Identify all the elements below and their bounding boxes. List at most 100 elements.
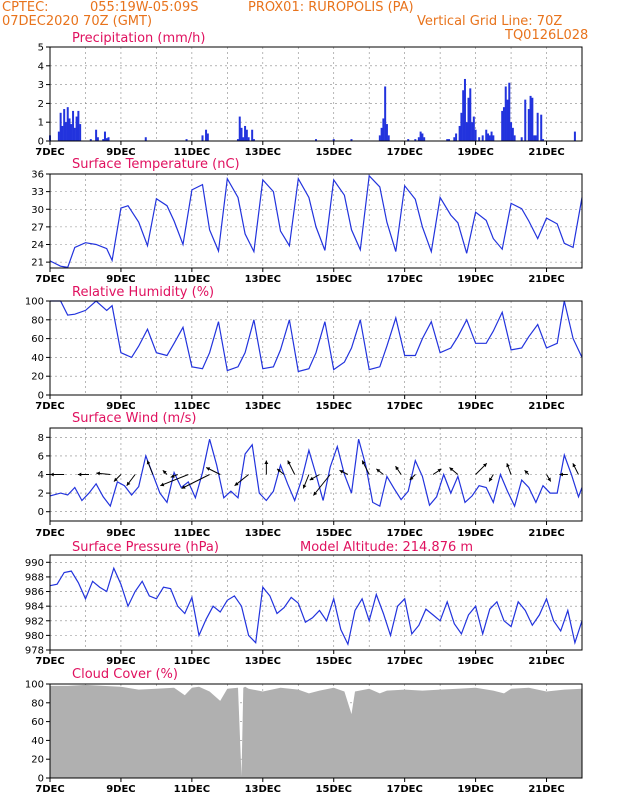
temp-title: Surface Temperature (nC) bbox=[72, 157, 240, 172]
wind-arrow bbox=[312, 474, 331, 496]
cloud-ytick-label: 80 bbox=[31, 698, 44, 709]
wind-arrow-head bbox=[489, 477, 493, 482]
precip-bar bbox=[573, 131, 576, 141]
precip-bar bbox=[384, 86, 387, 141]
precip-bar bbox=[245, 129, 248, 141]
precip-bar bbox=[59, 112, 62, 141]
precip-bar bbox=[529, 95, 532, 141]
wind-arrow-head bbox=[313, 491, 318, 496]
press-ytick-label: 988 bbox=[25, 572, 44, 583]
precip-bar bbox=[206, 133, 209, 141]
wind-arrow-head bbox=[409, 476, 414, 481]
wind-xtick-label: 9DEC bbox=[106, 528, 135, 539]
precip-bar bbox=[68, 118, 71, 141]
wind-frame bbox=[49, 427, 583, 522]
precip-bar bbox=[446, 139, 449, 141]
wind-arrow bbox=[160, 474, 189, 487]
precip-xtick-label: 7DEC bbox=[35, 147, 64, 158]
press-frame bbox=[49, 554, 583, 651]
precip-bar bbox=[66, 107, 69, 141]
precip-bar bbox=[488, 135, 491, 141]
header-coords: 055:19W-05:09S bbox=[90, 0, 199, 15]
rh-ytick-label: 60 bbox=[31, 334, 44, 345]
precip-bar bbox=[72, 110, 75, 141]
temp-xtick-label: 11DEC bbox=[174, 274, 210, 285]
precip-bar bbox=[487, 133, 490, 141]
wind-arrow-head bbox=[483, 463, 487, 468]
precip-bar bbox=[524, 99, 527, 141]
rh-xtick-label: 11DEC bbox=[174, 401, 210, 412]
precip-bar bbox=[315, 139, 317, 141]
rh-title: Relative Humidity (%) bbox=[72, 285, 214, 300]
precip-bar bbox=[423, 137, 426, 141]
cloud-xtick-label: 19DEC bbox=[457, 784, 493, 795]
rh-xtick-label: 13DEC bbox=[245, 401, 281, 412]
press-ytick-label: 984 bbox=[25, 602, 44, 613]
wind-arrow-head bbox=[309, 476, 314, 481]
wind-arrow-head bbox=[506, 463, 510, 468]
precip-xtick-label: 15DEC bbox=[316, 147, 352, 158]
wind-arrow-head bbox=[77, 472, 82, 477]
press-xtick-label: 15DEC bbox=[316, 656, 352, 667]
temp-ytick-label: 36 bbox=[31, 170, 44, 181]
precip-bar bbox=[421, 133, 424, 141]
wind-arrow-head bbox=[162, 470, 167, 475]
precip-bar bbox=[102, 139, 105, 141]
precip-bar bbox=[378, 135, 381, 141]
precip-bar bbox=[510, 122, 513, 141]
cloud-xtick-label: 9DEC bbox=[106, 784, 135, 795]
wind-panel: 0 2 4 6 8 7DEC 9DEC 11DEC 13DEC 15DEC 17DEC 19DEC 21… bbox=[35, 411, 583, 539]
precip-bar bbox=[504, 86, 507, 141]
press-xtick-label: 13DEC bbox=[245, 656, 281, 667]
precip-bar bbox=[79, 124, 82, 141]
precip-panel: 0 1 2 3 4 5 7DEC 9DEC 11DEC 13DEC 15DEC 17DEC 19DEC 2… bbox=[35, 31, 583, 158]
precip-bar bbox=[387, 135, 390, 141]
wind-xtick-label: 17DEC bbox=[386, 528, 422, 539]
wind-arrow-head bbox=[277, 468, 281, 473]
wind-arrow-head bbox=[126, 481, 131, 486]
precip-bar bbox=[540, 114, 543, 141]
cloud-ytick-label: 60 bbox=[31, 717, 44, 728]
cloud-ytick-label: 20 bbox=[31, 755, 44, 766]
wind-arrow-head bbox=[96, 471, 100, 476]
precip-bar bbox=[242, 137, 245, 141]
precip-bar bbox=[251, 129, 254, 141]
wind-arrow-head bbox=[339, 470, 344, 474]
precip-ytick-label: 5 bbox=[38, 43, 44, 54]
press-xtick-label: 11DEC bbox=[174, 656, 210, 667]
press-series-line bbox=[49, 566, 583, 647]
precip-bar bbox=[385, 124, 388, 141]
cloud-area bbox=[50, 684, 582, 778]
wind-ytick-label: 2 bbox=[38, 489, 44, 500]
press-xtick-label: 7DEC bbox=[35, 656, 64, 667]
precip-bar bbox=[107, 137, 110, 141]
cloud-ytick-label: 100 bbox=[25, 680, 44, 691]
wind-title: Surface Wind (m/s) bbox=[72, 411, 196, 426]
precip-bar bbox=[382, 118, 385, 141]
wind-arrow-head bbox=[206, 467, 211, 471]
press-xtick-label: 17DEC bbox=[386, 656, 422, 667]
precip-ytick-label: 4 bbox=[38, 61, 44, 72]
precip-bar bbox=[460, 112, 463, 141]
wind-arrow-head bbox=[449, 467, 454, 472]
precip-xtick-label: 21DEC bbox=[528, 147, 564, 158]
cloud-xtick-label: 7DEC bbox=[35, 784, 64, 795]
temp-frame bbox=[49, 173, 583, 269]
wind-arrow-head bbox=[559, 472, 563, 477]
precip-ytick-label: 3 bbox=[38, 80, 44, 91]
precip-title: Precipitation (mm/h) bbox=[72, 31, 205, 46]
precip-xtick-label: 19DEC bbox=[457, 147, 493, 158]
press-ytick-label: 980 bbox=[25, 631, 44, 642]
precip-bar bbox=[463, 78, 466, 141]
rh-xtick-label: 21DEC bbox=[528, 401, 564, 412]
rh-frame bbox=[49, 300, 583, 396]
precip-bar bbox=[105, 138, 108, 141]
press-xtick-label: 9DEC bbox=[106, 656, 135, 667]
cloud-xtick-label: 11DEC bbox=[174, 784, 210, 795]
cloud-ytick-label: 0 bbox=[38, 774, 44, 785]
cloud-xtick-label: 15DEC bbox=[316, 784, 352, 795]
press-panel: 978 980 982 984 986 988 990 7DEC 9DEC 11DEC 13DEC 1… bbox=[25, 540, 583, 667]
precip-bar bbox=[419, 131, 422, 141]
cloud-xtick-label: 13DEC bbox=[245, 784, 281, 795]
precip-bar bbox=[527, 109, 530, 141]
